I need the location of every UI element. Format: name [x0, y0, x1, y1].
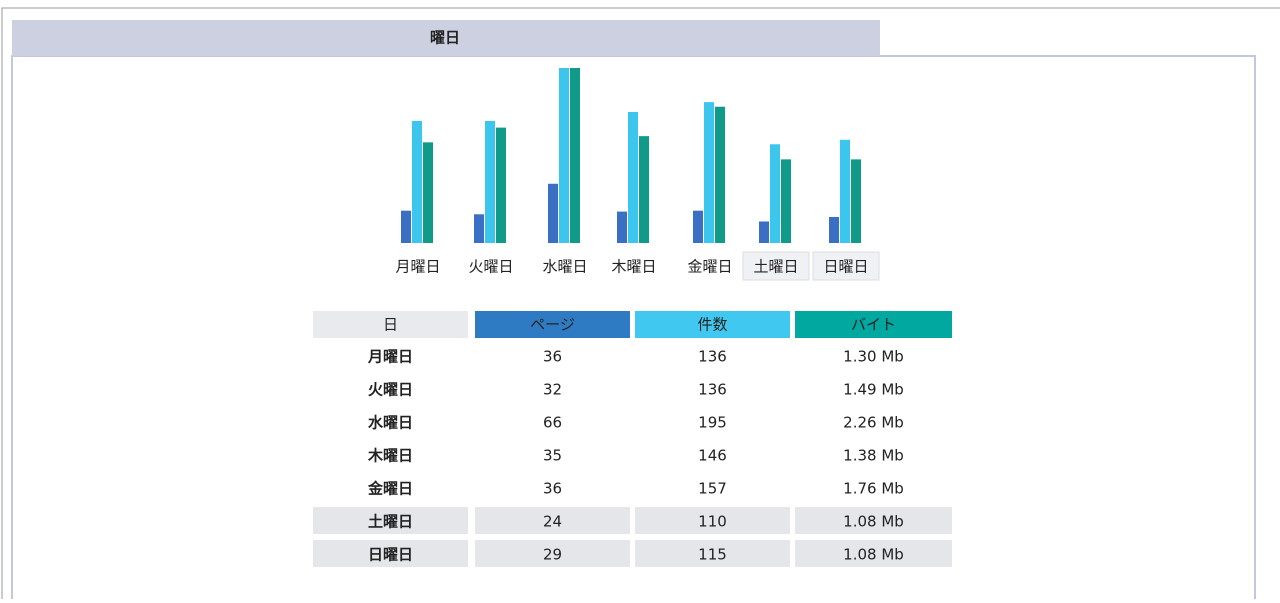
label-bg	[812, 251, 880, 281]
section-title: 曜日	[430, 29, 460, 47]
bar	[693, 210, 703, 243]
table-cell-bg	[313, 540, 468, 567]
table-cell: 157	[698, 480, 727, 498]
bar	[423, 142, 433, 243]
bar	[496, 127, 506, 243]
bar	[639, 136, 649, 243]
bar	[759, 221, 769, 243]
x-tick-label: 月曜日	[395, 258, 440, 276]
x-tick-label: 木曜日	[611, 258, 656, 276]
bar	[412, 120, 422, 243]
table-cell: 66	[543, 414, 562, 432]
table-cell-bg	[635, 507, 790, 534]
bar	[559, 68, 569, 243]
table-cell: 35	[543, 447, 562, 465]
table-cell-bg	[795, 540, 952, 567]
table-cell: 32	[543, 381, 562, 399]
table-cell: 1.76 Mb	[843, 480, 904, 498]
table-header: ページ	[530, 316, 575, 334]
table-row-header: 月曜日	[367, 348, 413, 366]
table-cell: 146	[698, 447, 727, 465]
table-cell-bg	[475, 507, 630, 534]
table-cell: 1.38 Mb	[843, 447, 904, 465]
table-cell: 29	[543, 546, 562, 564]
bar	[851, 159, 861, 243]
table-cell-bg	[635, 540, 790, 567]
bar	[401, 210, 411, 243]
table-row-header: 土曜日	[368, 513, 413, 531]
bar	[781, 159, 791, 243]
bar	[704, 102, 714, 243]
table-cell: 1.08 Mb	[843, 513, 904, 531]
x-tick-label: 金曜日	[687, 258, 732, 276]
table-header: 日	[383, 316, 398, 334]
table-row-header: 水曜日	[368, 414, 413, 432]
table-header-cell	[313, 311, 468, 338]
table-cell-bg	[313, 507, 468, 534]
table-cell: 1.30 Mb	[843, 348, 904, 366]
bar	[617, 211, 627, 243]
bar	[485, 120, 495, 243]
bar	[829, 216, 839, 243]
table-cell-bg	[795, 507, 952, 534]
outer-frame	[1, 7, 1280, 603]
table-row-header: 金曜日	[367, 480, 413, 498]
bar	[570, 68, 580, 243]
table-header-cell	[795, 311, 952, 338]
section-tab	[12, 20, 880, 56]
table-cell: 36	[543, 480, 562, 498]
bar	[715, 106, 725, 243]
label-bg	[742, 251, 810, 281]
x-tick-label: 水曜日	[542, 258, 587, 276]
table-row-header: 日曜日	[368, 546, 413, 564]
table-cell: 1.08 Mb	[843, 546, 904, 564]
table-cell: 115	[698, 546, 727, 564]
table-cell: 136	[698, 348, 727, 366]
x-tick-label: 日曜日	[823, 258, 868, 276]
bar	[840, 139, 850, 243]
table-cell: 1.49 Mb	[843, 381, 904, 399]
table-cell: 24	[543, 513, 562, 531]
bar	[474, 214, 484, 243]
table-row-header: 木曜日	[367, 447, 413, 465]
x-tick-label: 火曜日	[468, 258, 513, 276]
table-header: バイト	[851, 316, 896, 334]
table-cell: 136	[698, 381, 727, 399]
table-header: 件数	[697, 316, 727, 334]
table-cell: 195	[698, 414, 727, 432]
bar	[770, 144, 780, 243]
table-header-cell	[635, 311, 790, 338]
table-header-cell	[475, 311, 630, 338]
bar	[628, 111, 638, 243]
table-cell: 2.26 Mb	[843, 414, 904, 432]
table-row-header: 火曜日	[368, 381, 413, 399]
table-cell: 36	[543, 348, 562, 366]
bar	[548, 183, 558, 243]
table-cell-bg	[475, 540, 630, 567]
x-tick-label: 土曜日	[753, 258, 798, 276]
table-cell: 110	[698, 513, 727, 531]
